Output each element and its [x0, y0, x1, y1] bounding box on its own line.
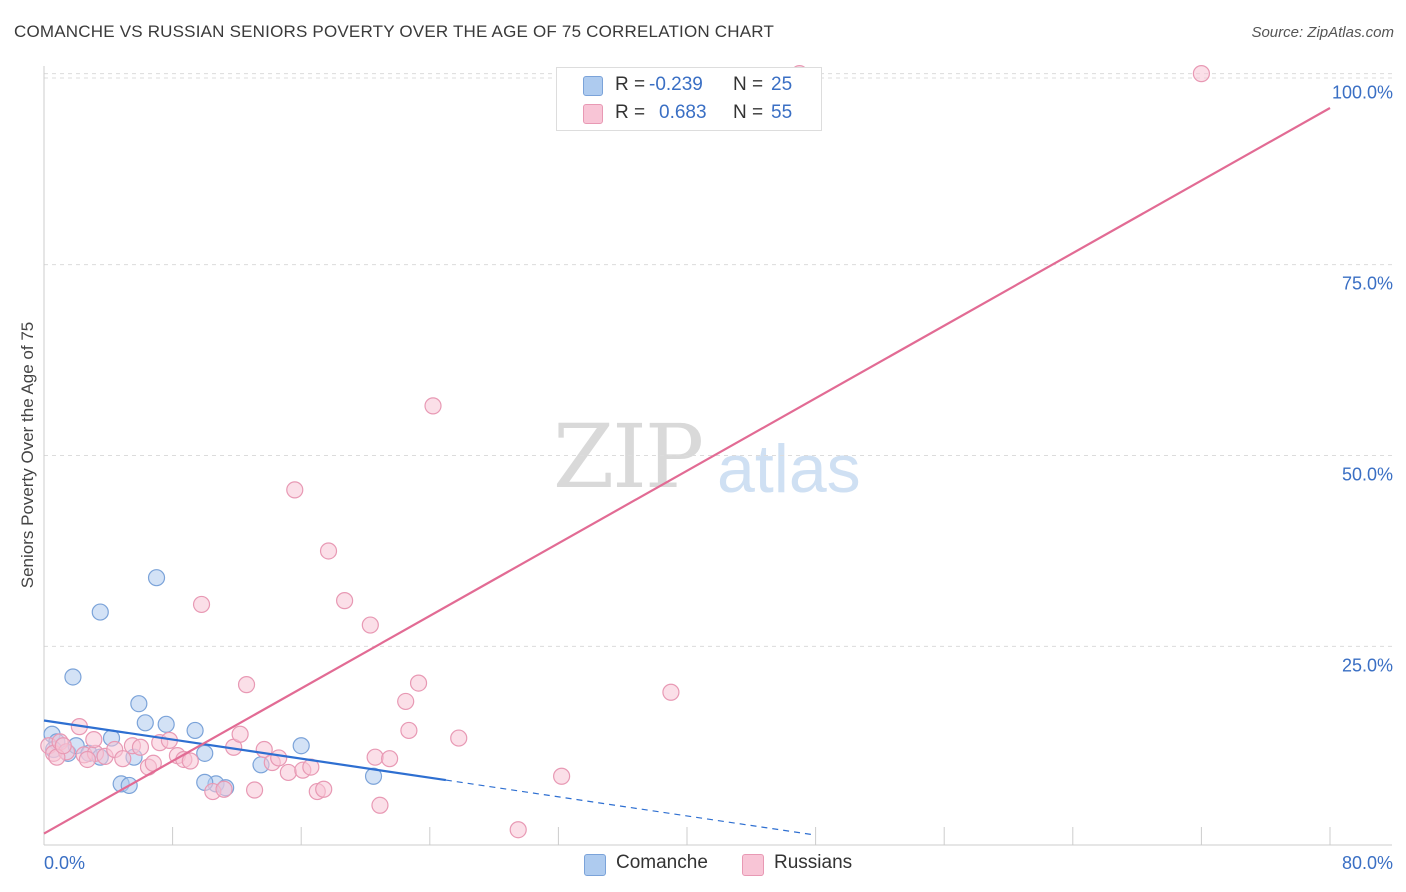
comanche-point: [147, 569, 166, 587]
russians-point: [424, 397, 442, 415]
comanche-legend-swatch: [584, 854, 606, 876]
comanche-point: [157, 715, 175, 733]
y-tick-label: 75.0%: [1342, 274, 1393, 294]
russians-point: [78, 750, 97, 769]
r-value: -0.239: [649, 74, 703, 95]
russians-point: [662, 683, 680, 701]
x-tick-label: 80.0%: [1342, 853, 1393, 873]
russians-point: [279, 763, 297, 782]
russians-legend-swatch: [742, 854, 764, 876]
comanche-point: [91, 603, 109, 621]
russians-point: [1192, 65, 1211, 83]
watermark-atlas: atlas: [717, 431, 861, 507]
source-label: Source: ZipAtlas.com: [1251, 24, 1394, 41]
y-tick-label: 50.0%: [1342, 465, 1393, 485]
russians-point: [336, 592, 354, 610]
russians-point: [286, 481, 304, 499]
russians-point: [85, 731, 103, 749]
r-label: R =: [615, 74, 646, 95]
stats-legend: R = -0.239 N = 25 R = 0.683 N = 55: [556, 67, 822, 131]
comanche-trend-line: [43, 719, 447, 782]
comanche-point: [292, 737, 310, 755]
russians-swatch: [583, 104, 603, 124]
russians-point: [400, 721, 418, 740]
russians-point: [509, 821, 527, 839]
russians-point: [381, 750, 399, 768]
russians-point: [553, 767, 571, 785]
russians-point: [371, 796, 389, 814]
comanche-point: [64, 668, 82, 686]
y-axis-label: Seniors Poverty Over the Age of 75: [18, 321, 37, 589]
russians-point: [315, 780, 333, 798]
russians-point: [237, 676, 256, 694]
n-value: 25: [771, 74, 793, 95]
russians-point: [181, 752, 199, 770]
comanche-legend-label: Comanche: [616, 852, 708, 873]
russians-point: [361, 616, 379, 634]
russians-point: [54, 737, 72, 755]
chart-title: COMANCHE VS RUSSIAN SENIORS POVERTY OVER…: [14, 22, 775, 41]
comanche-swatch: [583, 76, 603, 96]
comanche-trend-extension: [445, 779, 816, 836]
russians-legend-label: Russians: [774, 852, 853, 873]
russians-point: [231, 725, 249, 743]
comanche-point: [196, 744, 214, 762]
russians-point: [215, 780, 233, 798]
n-label: N =: [733, 74, 764, 95]
r-label: R =: [615, 102, 646, 123]
watermark-zip: ZIP: [553, 405, 704, 508]
r-value: 0.683: [659, 102, 707, 123]
x-tick-label: 0.0%: [44, 853, 85, 873]
y-tick-label: 100.0%: [1332, 83, 1393, 103]
russians-point: [270, 749, 288, 767]
russians-point: [397, 692, 415, 711]
comanche-point: [130, 695, 148, 713]
russians-trend-line: [43, 107, 1331, 835]
russians-point: [319, 542, 338, 560]
russians-point: [192, 595, 211, 614]
russians-point: [131, 738, 150, 756]
n-value: 55: [771, 102, 793, 123]
russians-point: [450, 729, 468, 747]
n-label: N =: [733, 102, 764, 123]
russians-point: [409, 674, 428, 692]
y-tick-label: 25.0%: [1342, 655, 1393, 675]
comanche-point: [186, 721, 204, 740]
comanche-point: [136, 714, 154, 732]
russians-point: [114, 750, 132, 768]
russians-point: [366, 748, 384, 766]
russians-point: [245, 781, 264, 799]
